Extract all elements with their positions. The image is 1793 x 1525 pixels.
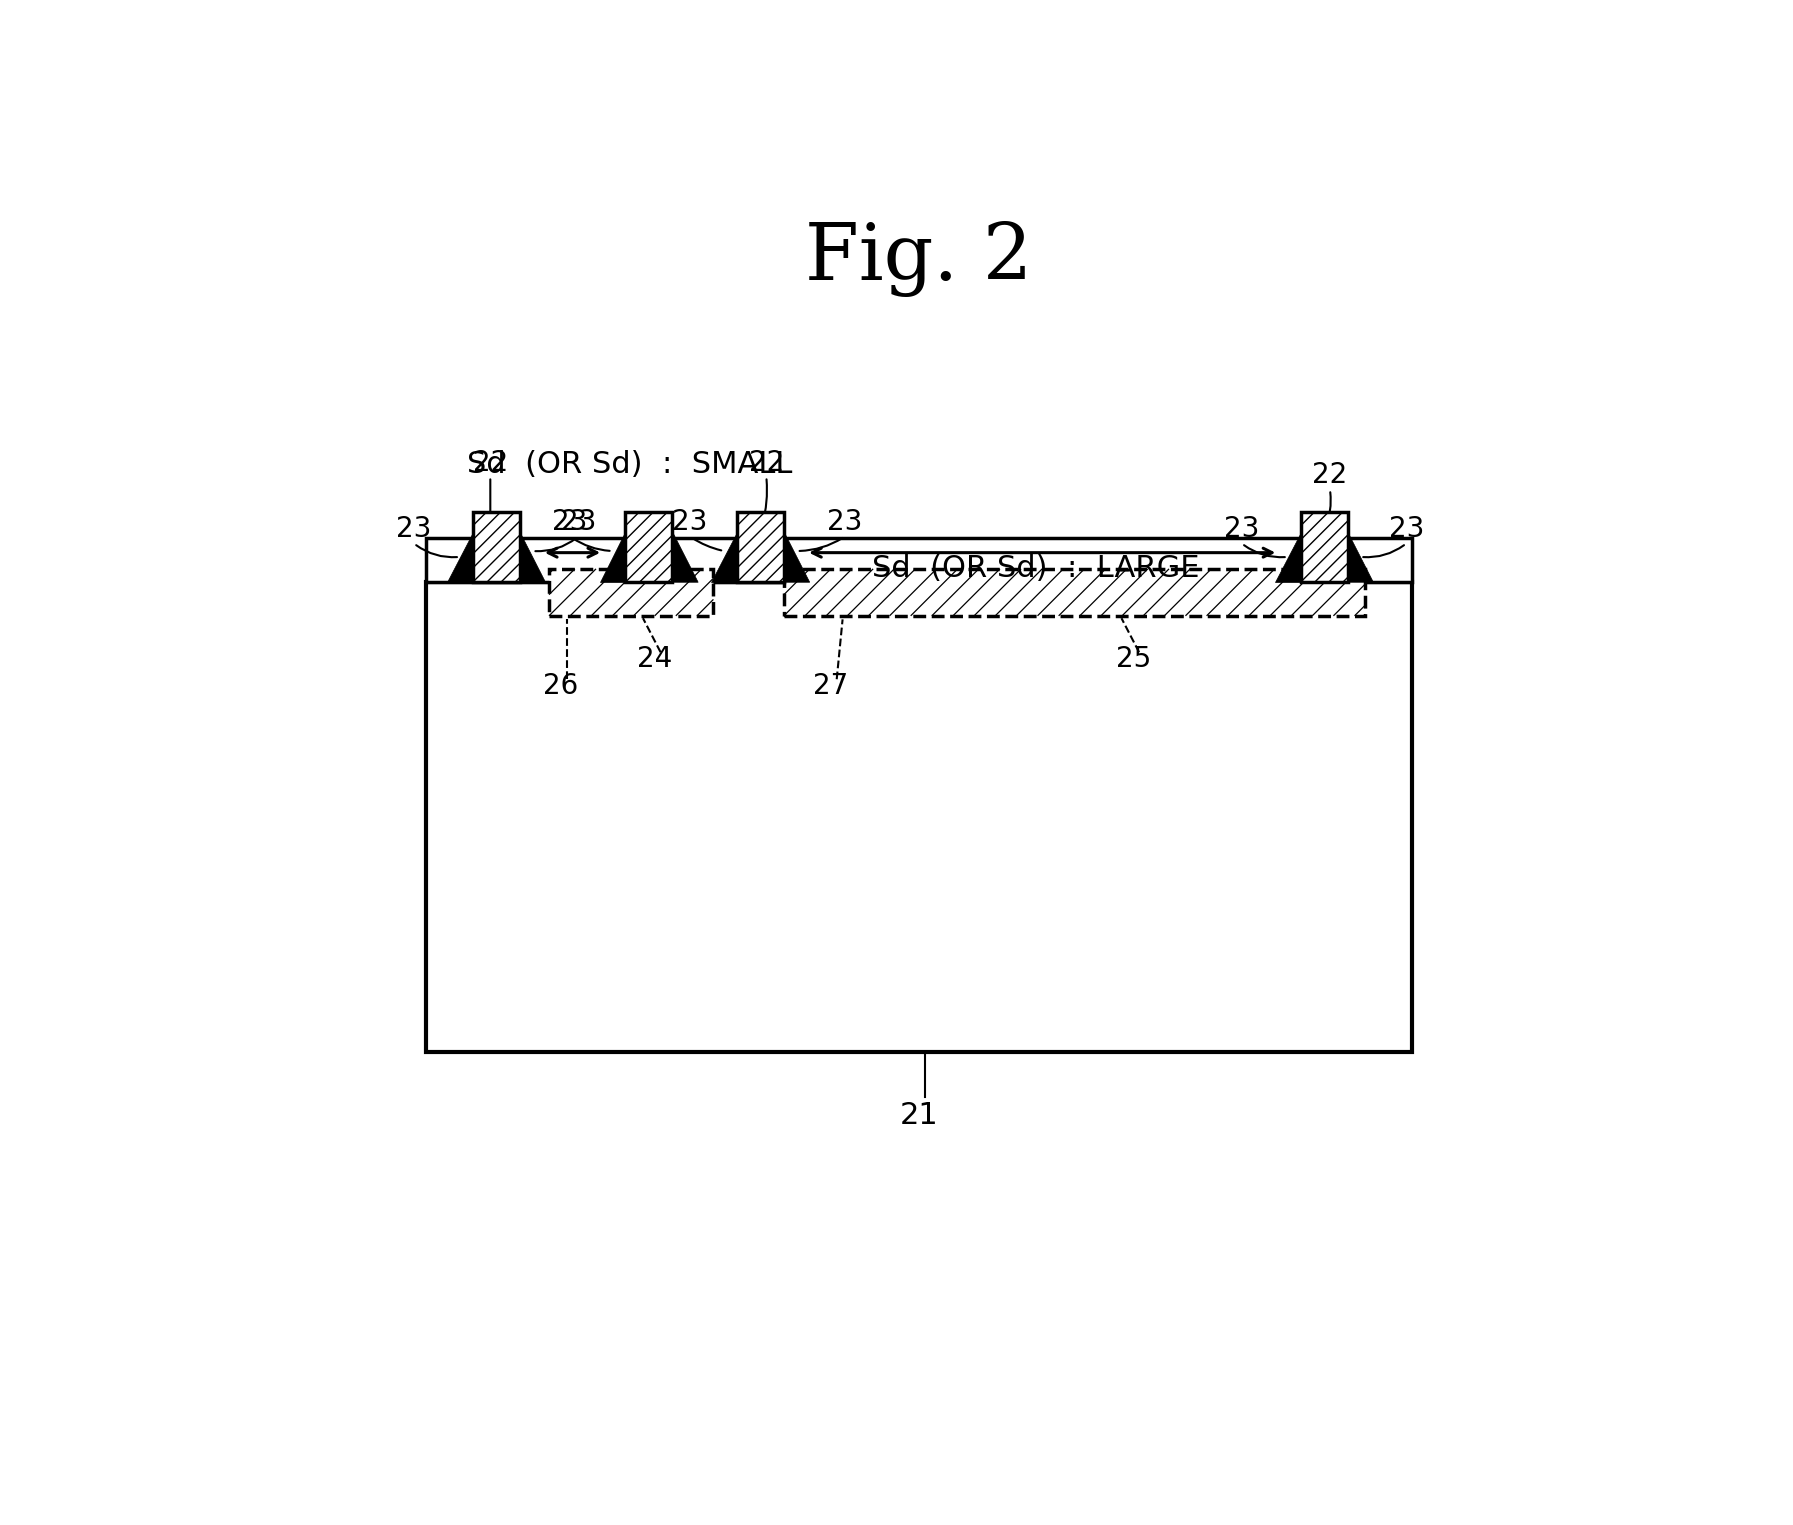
Polygon shape	[1275, 532, 1300, 583]
Text: 24: 24	[637, 645, 672, 673]
Text: 23: 23	[827, 508, 862, 537]
Text: 26: 26	[543, 673, 579, 700]
Bar	[626, 512, 672, 583]
Polygon shape	[784, 532, 810, 583]
Polygon shape	[520, 532, 545, 583]
Polygon shape	[1348, 532, 1373, 583]
Polygon shape	[672, 532, 697, 583]
Text: 27: 27	[814, 673, 848, 700]
Text: 21: 21	[900, 1101, 938, 1130]
Text: 23: 23	[672, 508, 708, 537]
Text: Sd  (OR Sd)  :  SMALL: Sd (OR Sd) : SMALL	[466, 450, 793, 479]
Bar	[425, 538, 1413, 583]
Bar	[473, 512, 520, 583]
Text: Fig. 2: Fig. 2	[805, 221, 1033, 297]
Bar	[1300, 512, 1348, 583]
Text: 23: 23	[561, 508, 595, 537]
Text: 23: 23	[1388, 515, 1424, 543]
Bar	[737, 512, 784, 583]
Text: 22: 22	[1312, 462, 1348, 490]
Text: 23: 23	[396, 515, 432, 543]
Bar	[549, 569, 714, 616]
Polygon shape	[599, 532, 626, 583]
Text: 23: 23	[552, 508, 588, 537]
Text: 23: 23	[1225, 515, 1259, 543]
Bar	[425, 583, 1413, 1052]
Text: 22: 22	[749, 448, 784, 476]
Text: 22: 22	[473, 448, 507, 476]
Text: 25: 25	[1115, 645, 1151, 673]
Polygon shape	[712, 532, 737, 583]
Bar	[784, 569, 1364, 616]
Text: Sd  (OR Sd)  :  LARGE: Sd (OR Sd) : LARGE	[871, 554, 1200, 583]
Polygon shape	[446, 532, 473, 583]
